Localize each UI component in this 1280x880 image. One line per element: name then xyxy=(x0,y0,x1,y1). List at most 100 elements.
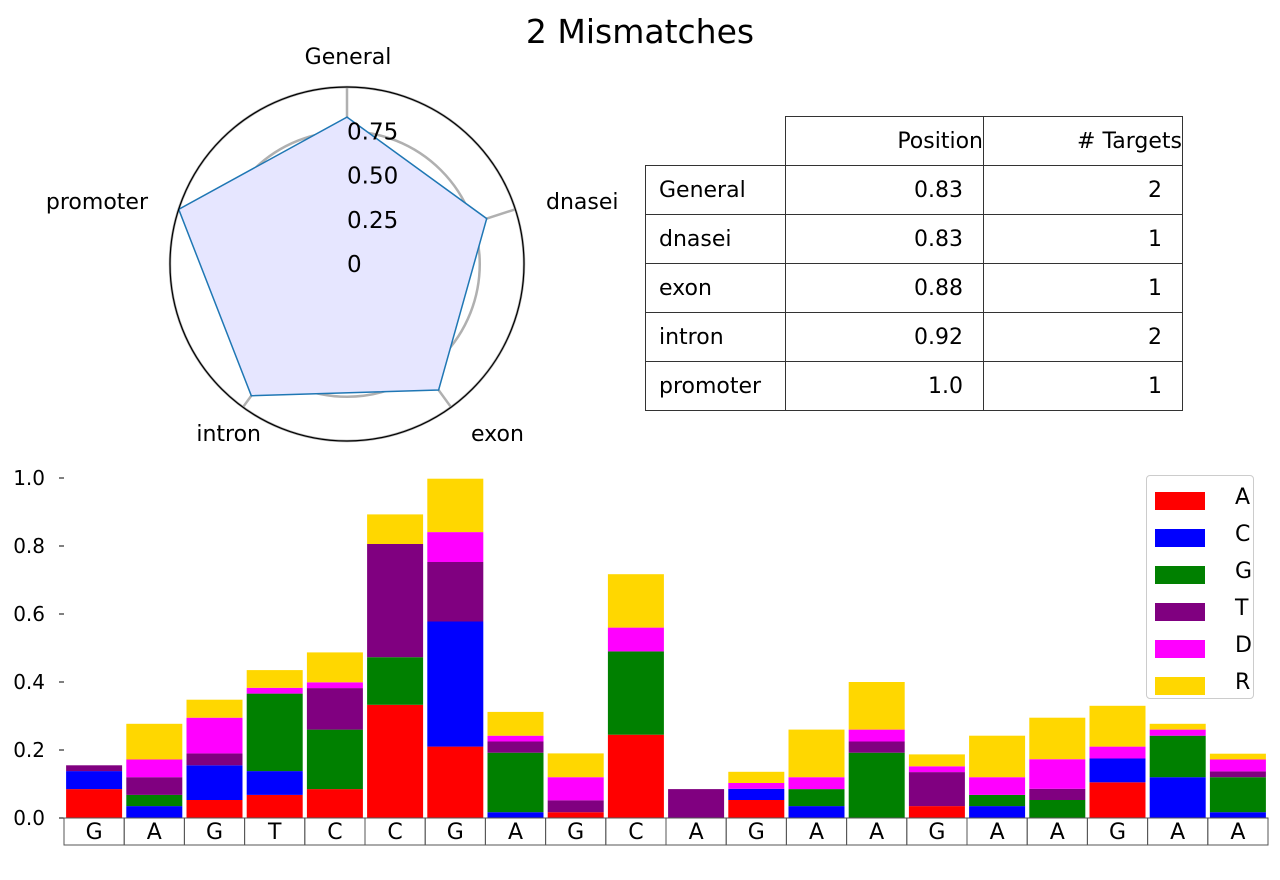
sequence-cell xyxy=(1086,817,1149,846)
bar-segment-G xyxy=(246,693,303,772)
legend-swatch xyxy=(1155,492,1205,510)
bar-segment-D xyxy=(487,735,544,742)
bar-segment-R xyxy=(1149,723,1206,730)
table-cell-targets: 2 xyxy=(983,312,1183,362)
bar-segment-C xyxy=(186,765,243,800)
bar-segment-D xyxy=(427,532,484,562)
bar-segment-R xyxy=(186,699,243,718)
bar-segment-R xyxy=(607,574,664,628)
sequence-base-label: A xyxy=(809,820,824,845)
table-cell-targets: 2 xyxy=(983,165,1183,215)
bar-segment-T xyxy=(66,765,123,772)
radar-category-label: General xyxy=(305,45,392,70)
bar-segment-D xyxy=(728,783,785,789)
radar-category-label: dnasei xyxy=(546,190,619,215)
bar-segment-T xyxy=(668,789,725,818)
table-row: General 0.83 2 xyxy=(645,165,1183,215)
table-header-targets: # Targets xyxy=(983,116,1183,166)
table-cell-position: 0.92 xyxy=(785,312,984,362)
bar-segment-T xyxy=(908,772,965,807)
table-row: promoter 1.0 1 xyxy=(645,361,1183,411)
bar-segment-T xyxy=(126,777,183,795)
sequence-base-label: G xyxy=(567,820,584,845)
bar-segment-R xyxy=(126,723,183,760)
legend-swatch xyxy=(1155,566,1205,584)
bar-segment-R xyxy=(487,711,544,736)
bar-segment-C xyxy=(487,812,544,818)
sequence-base-label: A xyxy=(689,820,704,845)
bar-segment-A xyxy=(728,800,785,818)
bar-segment-G xyxy=(367,657,424,705)
bar-segment-D xyxy=(246,687,303,694)
radar-category-label: intron xyxy=(196,422,261,447)
sequence-cell xyxy=(665,817,727,846)
radar-area xyxy=(178,117,487,396)
bar-segment-R xyxy=(1209,753,1266,760)
sequence-cell xyxy=(785,817,848,846)
table-cell-position: 1.0 xyxy=(785,361,984,411)
sequence-cell xyxy=(183,817,246,846)
legend-swatch xyxy=(1155,603,1205,621)
bar-segment-G xyxy=(788,789,845,807)
legend-swatch xyxy=(1155,640,1205,658)
table-cell-targets: 1 xyxy=(983,214,1183,264)
legend-label: T xyxy=(1235,596,1249,621)
bar-segment-R xyxy=(848,682,905,730)
bar-segment-T xyxy=(1209,771,1266,778)
bar-segment-C xyxy=(1149,777,1206,818)
radar-tick-label: 0.75 xyxy=(347,119,398,145)
sequence-cell xyxy=(605,817,667,846)
table-cell-targets: 1 xyxy=(983,263,1183,313)
bar-segment-D xyxy=(186,717,243,754)
bar-segment-R xyxy=(728,771,785,783)
sequence-cell xyxy=(966,817,1028,846)
bar-segment-G xyxy=(1149,735,1206,778)
bar-segment-A xyxy=(1089,782,1146,818)
bar-segment-D xyxy=(306,682,363,689)
bar-segment-R xyxy=(367,514,424,544)
bar-segment-T xyxy=(427,562,484,622)
sequence-cell xyxy=(364,817,426,846)
radar-tick-label: 0.25 xyxy=(347,208,398,234)
sequence-base-label: A xyxy=(147,820,162,845)
bar-segment-A xyxy=(246,794,303,818)
bar-segment-C xyxy=(66,771,123,790)
bar-segment-C xyxy=(126,806,183,818)
sequence-cell xyxy=(123,817,185,846)
bar-segment-G xyxy=(306,729,363,790)
bar-segment-G xyxy=(607,651,664,735)
y-axis-tick-label: 0.0 xyxy=(13,806,45,830)
bar-segment-T xyxy=(848,741,905,753)
summary-table: Position # Targets General 0.83 2 dnasei… xyxy=(645,116,1183,411)
y-axis-tick-label: 1.0 xyxy=(13,466,45,490)
y-axis-tick-label: 0.6 xyxy=(13,602,45,626)
bar-segment-R xyxy=(306,652,363,683)
sequence-base-label: A xyxy=(990,820,1005,845)
bar-segment-T xyxy=(547,800,604,813)
radar-chart: 0 0.25 0.50 0.75 General dnasei exon intron prom… xyxy=(46,45,619,447)
table-header-position: Position xyxy=(785,116,984,166)
bar-segment-D xyxy=(1149,729,1206,736)
page-title: 2 Mismatches xyxy=(525,12,755,51)
table-row: dnasei 0.83 1 xyxy=(645,214,1183,264)
legend-item: T xyxy=(1155,593,1255,623)
radar-tick-label: 0 xyxy=(347,252,362,278)
bar-segment-D xyxy=(1089,746,1146,759)
sequence-base-label: A xyxy=(1050,820,1065,845)
sequence-cell xyxy=(1207,817,1269,846)
bar-segment-D xyxy=(848,729,905,742)
y-axis-tick-label: 0.8 xyxy=(13,534,45,558)
radar-tick-label: 0.50 xyxy=(347,164,398,190)
sequence-cell xyxy=(484,817,547,846)
bar-segment-R xyxy=(1029,717,1086,760)
y-axis-tick-label: 0.4 xyxy=(13,670,45,694)
bar-segment-D xyxy=(126,759,183,778)
legend-item: G xyxy=(1155,556,1255,586)
bar-segment-T xyxy=(1029,788,1086,800)
legend-item: D xyxy=(1155,630,1255,660)
bar-segment-D xyxy=(1209,759,1266,772)
y-axis-tick-label: 0.2 xyxy=(13,738,45,762)
table-cell-region: exon xyxy=(645,263,786,313)
bar-segment-G xyxy=(126,794,183,807)
